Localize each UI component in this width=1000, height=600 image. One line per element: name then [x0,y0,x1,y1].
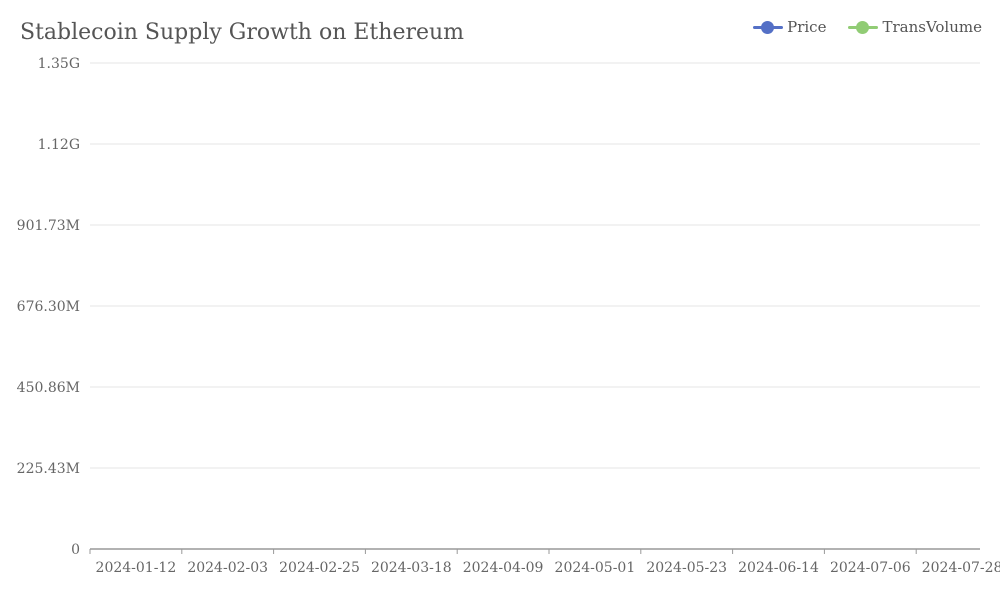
legend-swatch-transvolume [848,20,879,34]
y-tick-label: 901.73M [17,218,80,234]
x-tick-label: 2024-07-28 [922,560,1000,576]
y-tick-label: 1.35G [38,56,80,72]
x-tick-label: 2024-03-18 [371,560,452,576]
legend: Price TransVolume [753,18,982,36]
y-tick-label: 0 [71,542,80,558]
x-tick-label: 2024-06-14 [738,560,819,576]
legend-item-price[interactable]: Price [753,18,826,36]
x-tick-label: 2024-05-01 [555,560,636,576]
x-tick-label: 2024-01-12 [96,560,177,576]
x-axis: 2024-01-12 2024-02-03 2024-02-25 2024-03-18… [89,548,1000,576]
legend-item-transvolume[interactable]: TransVolume [848,18,982,36]
legend-label-transvolume: TransVolume [882,18,982,36]
legend-swatch-price [753,20,784,34]
x-tick-label: 2024-02-03 [187,560,268,576]
x-tick-label: 2024-02-25 [279,560,360,576]
x-tick-label: 2024-07-06 [830,560,911,576]
y-tick-label: 450.86M [17,380,80,396]
chart-title: Stablecoin Supply Growth on Ethereum [20,20,465,45]
y-tick-label: 676.30M [17,299,80,315]
x-tick-label: 2024-05-23 [646,560,727,576]
y-tick-label: 225.43M [17,461,80,477]
grid-lines [90,62,980,469]
y-axis: 0 225.43M 450.86M 676.30M 901.73M 1.12G 1.35G [17,56,80,558]
legend-dot-transvolume [856,21,870,34]
legend-label-price: Price [787,18,827,36]
y-tick-label: 1.12G [38,137,80,153]
x-tick-label: 2024-04-09 [463,560,544,576]
legend-dot-price [761,21,775,34]
